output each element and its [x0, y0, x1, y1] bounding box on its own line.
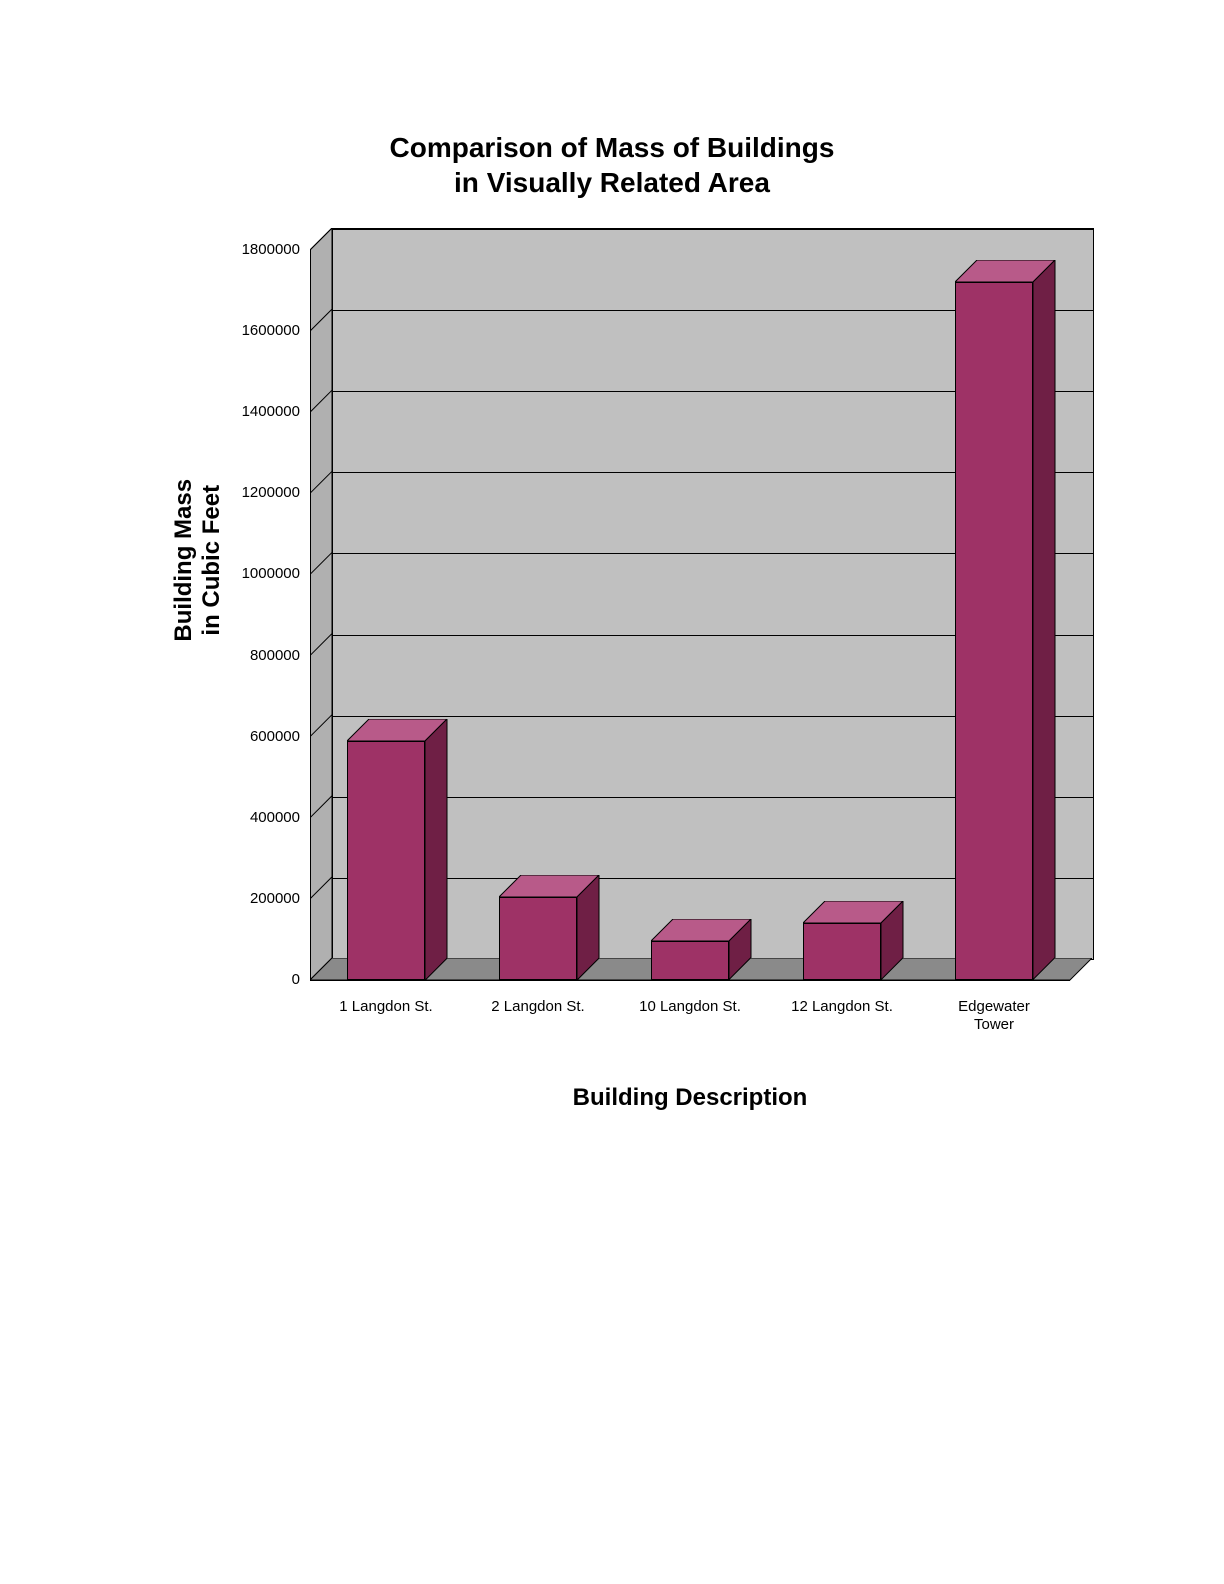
y-tick-label: 0 [200, 971, 300, 988]
y-tick-label: 1600000 [200, 322, 300, 339]
bar-side [1033, 260, 1056, 981]
y-tick-label: 400000 [200, 809, 300, 826]
bar-side [729, 919, 752, 981]
gridline [333, 229, 1093, 230]
y-tick-label: 1200000 [200, 484, 300, 501]
chart: 0 200000 400000 600000 800000 1000000 1200000 1… [0, 0, 1224, 1584]
bar-side [425, 719, 448, 981]
x-tick-label: 10 Langdon St. [614, 998, 766, 1016]
x-tick-label: Edgewater Tower [918, 998, 1070, 1034]
x-tick-label: 12 Langdon St. [766, 998, 918, 1016]
y-tick-label: 1400000 [200, 403, 300, 420]
x-tick-label: 2 Langdon St. [462, 998, 614, 1016]
bar-side [577, 875, 600, 981]
x-tick-label: 1 Langdon St. [310, 998, 462, 1016]
bar [651, 941, 729, 980]
bar-side [881, 901, 904, 981]
y-tick-label: 1000000 [200, 565, 300, 582]
plot-side-wall [310, 228, 332, 980]
y-tick-label: 200000 [200, 890, 300, 907]
bar [955, 282, 1033, 980]
y-tick-label: 600000 [200, 728, 300, 745]
y-tick-label: 1800000 [200, 241, 300, 258]
y-tick-label: 800000 [200, 647, 300, 664]
bar [499, 897, 577, 980]
x-axis-line [310, 980, 1070, 981]
bar [803, 923, 881, 980]
page: Comparison of Mass of Buildings in Visua… [0, 0, 1224, 1584]
bar [347, 741, 425, 980]
y-axis-line [310, 250, 311, 980]
